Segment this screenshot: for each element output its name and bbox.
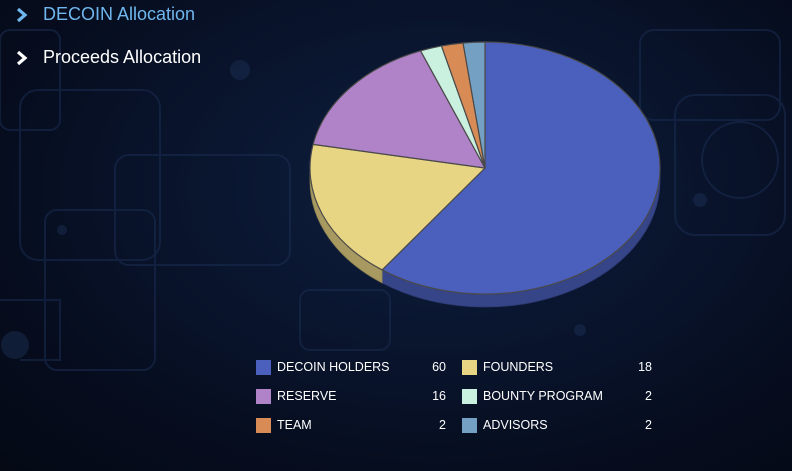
legend-value: 16 [432,389,446,403]
legend-item-advisors[interactable]: ADVISORS 2 [462,415,652,435]
nav-item-proceeds-allocation[interactable]: Proceeds Allocation [16,47,201,68]
legend-swatch [462,388,477,404]
legend-swatch [256,388,271,404]
chevron-right-icon [16,7,28,22]
legend-value: 2 [645,418,652,432]
legend-item-founders[interactable]: FOUNDERS 18 [462,357,652,377]
legend-item-decoin-holders[interactable]: DECOIN HOLDERS 60 [256,357,446,377]
legend-label: TEAM [277,418,312,432]
legend-item-reserve[interactable]: RESERVE 16 [256,386,446,406]
nav-item-label: DECOIN Allocation [43,4,196,24]
legend-value: 60 [432,360,446,374]
legend-value: 2 [439,418,446,432]
legend-label: ADVISORS [483,418,548,432]
legend-label: BOUNTY PROGRAM [483,389,603,403]
legend-value: 18 [638,360,652,374]
legend-item-team[interactable]: TEAM 2 [256,415,446,435]
nav-item-label: Proceeds Allocation [43,47,202,67]
pie-slice-decoin-holders[interactable] [381,41,661,295]
pie-slice-founders[interactable] [309,143,486,271]
legend-label: FOUNDERS [483,360,554,374]
legend-swatch [462,359,477,375]
legend-swatch [462,417,477,433]
nav-item-decoin-allocation[interactable]: DECOIN Allocation [16,4,195,25]
legend-item-bounty-program[interactable]: BOUNTY PROGRAM 2 [462,386,652,406]
legend-label: DECOIN HOLDERS [277,360,390,374]
legend-swatch [256,417,271,433]
pie-slice-reserve[interactable] [312,50,486,169]
legend-label: RESERVE [277,389,337,403]
legend-swatch [256,359,271,375]
legend-value: 2 [645,389,652,403]
chevron-right-icon [16,50,28,65]
pie-slice-advisors[interactable] [462,41,486,169]
